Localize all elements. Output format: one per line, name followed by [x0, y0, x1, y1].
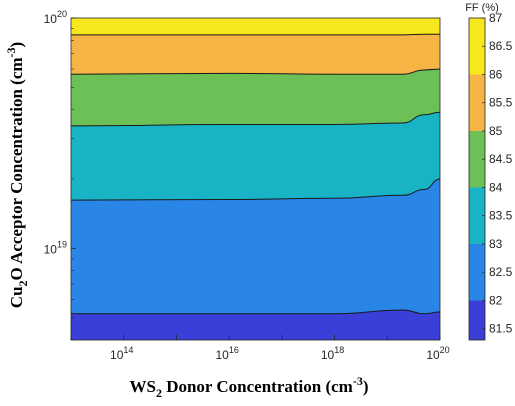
colorbar: 81.5 82 82.5 83 83.5 84 84.5 85 85.5 86 86.5 87	[468, 11, 513, 341]
x-tick-label: 1018	[321, 345, 344, 362]
x-tick-label: 1016	[215, 345, 238, 362]
contour-line-83	[70, 178, 441, 201]
y-axis-title: Cu2O Acceptor Concentration (cm-3)	[4, 42, 30, 308]
contour-line-82	[71, 309, 441, 315]
y-tick-label: 1020	[44, 9, 67, 26]
colorbar-tick-label: 81.5	[489, 322, 513, 336]
colorbar-tick-label: 85	[489, 124, 503, 138]
contour-line-84	[70, 111, 441, 127]
colorbar-band	[469, 187, 485, 244]
colorbar-tick-label: 84.5	[489, 152, 513, 166]
colorbar-title: FF (%)	[465, 2, 499, 14]
x-tick-label: 1014	[110, 345, 133, 362]
x-tick-label: 1020	[426, 345, 449, 362]
colorbar-tick-label: 87	[489, 11, 503, 25]
axes: 1014 1016 1018 1020 1019 1020	[44, 9, 450, 362]
plot-area	[70, 18, 441, 340]
colorbar-band	[469, 243, 485, 301]
colorbar-tick-label: 83.5	[489, 209, 513, 223]
colorbar-frame	[468, 17, 486, 341]
colorbar-tick-label: 86	[489, 67, 503, 81]
colorbar-band	[469, 300, 485, 340]
y-tick-label: 1019	[44, 239, 67, 256]
contour-line-86	[71, 33, 440, 36]
colorbar-tick-label: 83	[489, 237, 503, 251]
colorbar-band	[469, 74, 485, 131]
colorbar-tick-label: 82	[489, 293, 503, 307]
colorbar-tick-label: 84	[489, 180, 503, 194]
colorbar-tick-label: 86.5	[489, 39, 513, 53]
colorbar-band	[469, 130, 485, 188]
contour-line-85	[70, 68, 441, 75]
x-axis-title: WS2 Donor Concentration (cm-3)	[129, 374, 368, 400]
colorbar-band	[469, 18, 485, 75]
colorbar-tick-label: 85.5	[489, 96, 513, 110]
colorbar-tick-label: 82.5	[489, 265, 513, 279]
contour-region-86	[71, 18, 440, 35]
